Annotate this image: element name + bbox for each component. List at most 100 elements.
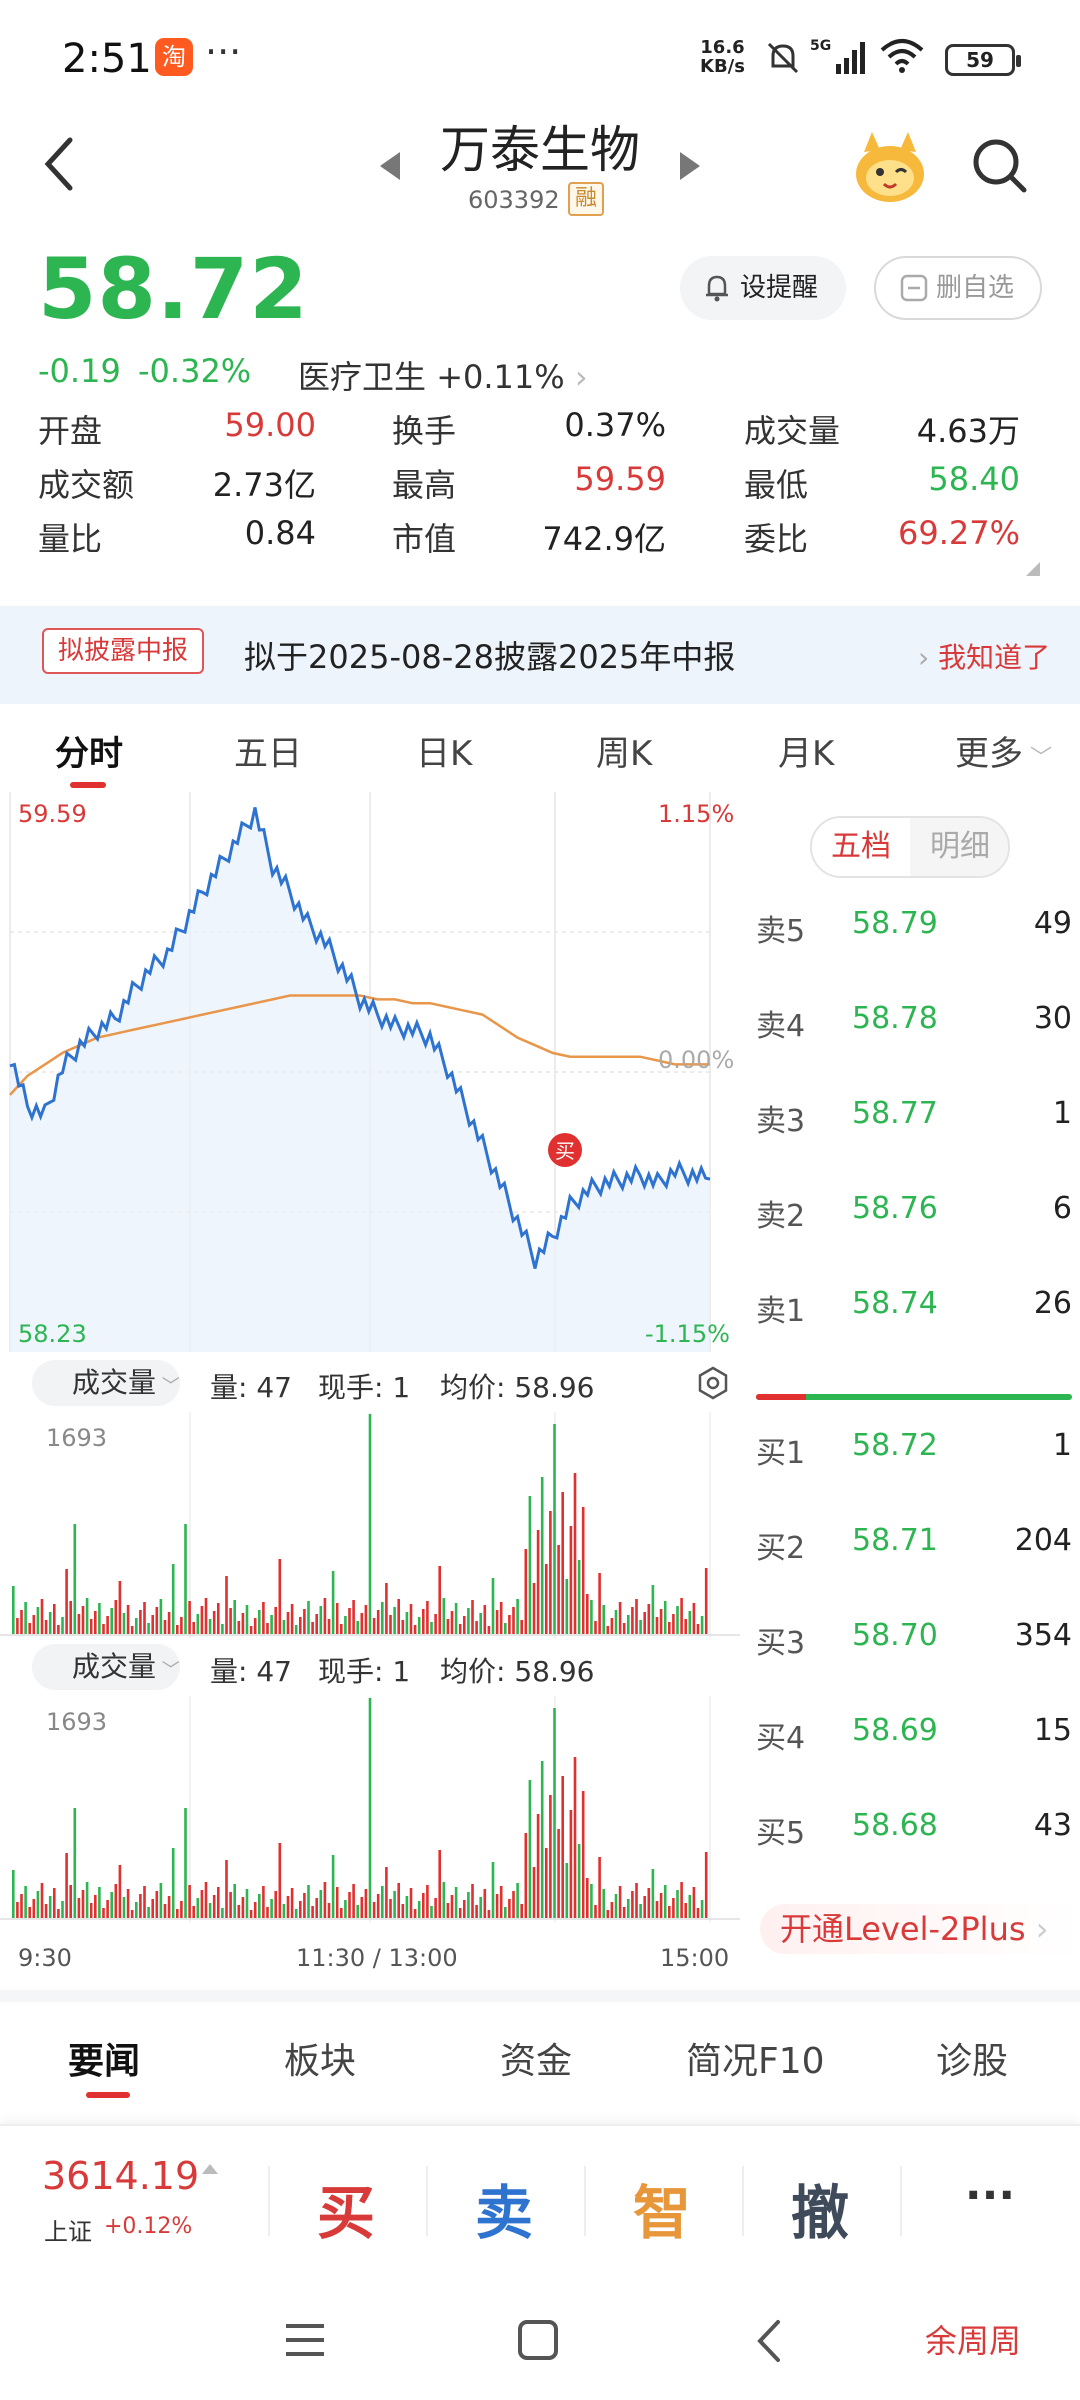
volume-bar xyxy=(299,1901,302,1918)
volume-bar xyxy=(294,1625,298,1634)
bid-row[interactable]: 买5 58.68 43 xyxy=(752,1802,1072,1852)
volume-bar xyxy=(331,1571,335,1634)
back-arrow-icon[interactable] xyxy=(40,134,80,194)
volume-bar xyxy=(397,1883,400,1918)
bid-row[interactable]: 买2 58.71 204 xyxy=(752,1517,1072,1567)
tab-profile-f10[interactable]: 简况F10 xyxy=(686,2041,825,2082)
signal-5g-icon: 5G xyxy=(810,38,865,74)
volume-bar xyxy=(368,1698,372,1918)
cancel-order-button[interactable]: 撤 xyxy=(790,2179,849,2247)
volume-bar xyxy=(618,1886,622,1918)
back-nav-icon[interactable] xyxy=(754,2318,784,2364)
tab-five-levels[interactable]: 五档 xyxy=(812,818,910,876)
prev-stock-arrow-icon[interactable] xyxy=(380,152,400,180)
user-name[interactable]: 余周周 xyxy=(925,2322,1022,2360)
tab-capital[interactable]: 资金 xyxy=(500,2041,573,2082)
volume-bar xyxy=(28,1907,31,1918)
volume-bar xyxy=(577,1560,581,1634)
bell-icon xyxy=(706,275,728,302)
remove-watchlist-button[interactable]: 删自选 xyxy=(874,256,1042,320)
volume-bar xyxy=(155,1891,159,1918)
volume-bar xyxy=(12,1586,15,1634)
volume-indicator-select[interactable]: 成交量 ﹀ xyxy=(32,1360,180,1406)
volume-bar xyxy=(508,1899,511,1918)
smart-button[interactable]: 智 xyxy=(632,2179,691,2247)
tab-daily-k[interactable]: 日K xyxy=(416,734,473,774)
expand-corner-icon[interactable] xyxy=(1026,562,1040,576)
volume-bar xyxy=(586,1594,589,1634)
volume-bar xyxy=(249,1910,253,1918)
ask-row[interactable]: 卖1 58.74 26 xyxy=(752,1280,1072,1330)
volume-indicator-select-2[interactable]: 成交量 ﹀ xyxy=(32,1644,180,1690)
volume-bar xyxy=(618,1602,622,1634)
volume-bar xyxy=(676,1606,679,1634)
volume-bar xyxy=(659,1893,663,1918)
trade-bar: 3614.19 上证 +0.12% 买 卖 智 撤 ··· xyxy=(0,2124,1080,2274)
tab-diagnosis[interactable]: 诊股 xyxy=(936,2041,1009,2082)
mascot-icon[interactable] xyxy=(850,128,930,208)
level2-label: 开通Level-2Plus xyxy=(780,1910,1026,1948)
search-icon[interactable] xyxy=(970,136,1030,196)
volume-bar xyxy=(598,1857,601,1918)
bid-row[interactable]: 买4 58.69 15 xyxy=(752,1707,1072,1757)
ask-row[interactable]: 卖3 58.77 1 xyxy=(752,1090,1072,1140)
buy-marker-label: 买 xyxy=(555,1139,575,1163)
sell-button[interactable]: 卖 xyxy=(474,2179,533,2247)
volume-chart-2[interactable] xyxy=(0,1696,740,1922)
volume-bar xyxy=(635,1599,638,1634)
volume-bar xyxy=(467,1608,470,1634)
volume-bar xyxy=(381,1602,384,1634)
tab-five-day[interactable]: 五日 xyxy=(234,734,302,774)
volume-bar xyxy=(147,1623,150,1634)
volume-bar xyxy=(516,1883,519,1918)
notice-dismiss-button[interactable]: › 我知道了 xyxy=(918,636,1050,676)
set-alarm-button[interactable]: 设提醒 xyxy=(680,256,846,320)
volume-bar xyxy=(171,1564,175,1634)
avg-price-value: 均价: 58.96 xyxy=(440,1371,595,1404)
buy-marker[interactable]: 买 xyxy=(548,1133,582,1167)
volume-bar xyxy=(602,1889,605,1918)
price-area xyxy=(10,807,710,1352)
current-hand-value: 现手: 1 xyxy=(318,1371,411,1404)
buy-button[interactable]: 买 xyxy=(316,2179,375,2247)
volume-bar xyxy=(368,1414,372,1634)
ask-row[interactable]: 卖4 58.78 30 xyxy=(752,995,1072,1045)
volume-bar xyxy=(200,1890,204,1918)
tab-sector[interactable]: 板块 xyxy=(284,2041,357,2082)
stat-label: 量比 xyxy=(38,520,103,558)
ask-row[interactable]: 卖5 58.79 49 xyxy=(752,900,1072,950)
volume-bar xyxy=(77,1614,81,1634)
bid-row[interactable]: 买3 58.70 354 xyxy=(752,1612,1072,1662)
tab-monthly-k[interactable]: 月K xyxy=(778,734,835,774)
price-chart[interactable]: 买 xyxy=(0,792,740,1352)
tab-news[interactable]: 要闻 xyxy=(68,2041,141,2082)
tab-more[interactable]: 更多 ﹀ xyxy=(955,726,1052,775)
volume-bar xyxy=(614,1894,618,1918)
divider xyxy=(426,2166,428,2236)
level2-upsell-button[interactable]: 开通Level-2Plus › xyxy=(760,1904,1080,1954)
level-label: 卖2 xyxy=(756,1199,806,1234)
settings-hex-icon[interactable] xyxy=(696,1366,730,1400)
more-actions-button[interactable]: ··· xyxy=(964,2170,1016,2221)
intraday-chart[interactable]: 买 59.59 1.15% 0.00% 58.23 -1.15% 成交量 ﹀ 量… xyxy=(0,792,740,1962)
bid-row[interactable]: 买1 58.72 1 xyxy=(752,1422,1072,1472)
stat-value: 0.37% xyxy=(564,406,666,444)
home-icon[interactable] xyxy=(516,2318,560,2362)
next-stock-arrow-icon[interactable] xyxy=(680,152,700,180)
menu-icon[interactable] xyxy=(284,2320,326,2360)
volume-bar xyxy=(639,1620,642,1634)
volume-bar xyxy=(278,1843,282,1918)
ask-row[interactable]: 卖2 58.76 6 xyxy=(752,1185,1072,1235)
tab-intraday[interactable]: 分时 xyxy=(55,734,123,774)
tab-details[interactable]: 明细 xyxy=(910,818,1008,876)
stat-value: 59.00 xyxy=(224,406,316,444)
volume-bar xyxy=(372,1902,376,1918)
volume-chart-1[interactable] xyxy=(0,1412,740,1638)
volume-bar xyxy=(696,1908,700,1918)
volume-bar xyxy=(311,1906,314,1918)
volume-bar xyxy=(94,1895,97,1918)
tab-weekly-k[interactable]: 周K xyxy=(596,734,653,774)
level-qty: 6 xyxy=(1052,1191,1072,1226)
volume-bar xyxy=(614,1610,618,1634)
sector-link[interactable]: 医疗卫生 +0.11% › xyxy=(298,352,588,398)
